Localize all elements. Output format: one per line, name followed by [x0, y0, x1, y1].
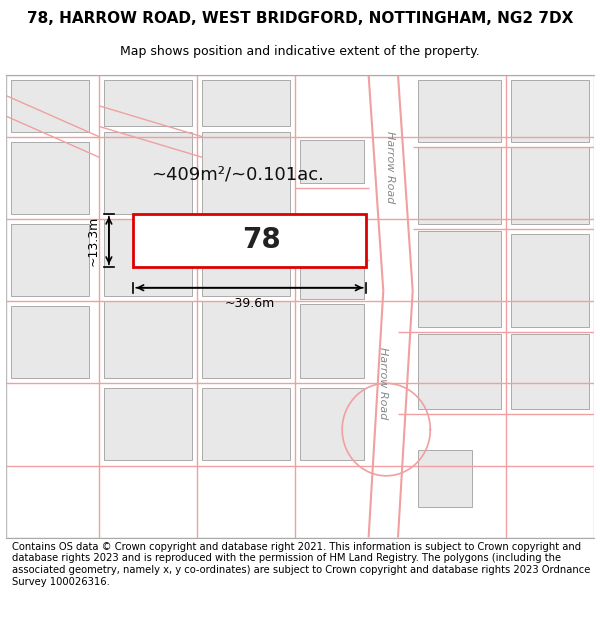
Bar [133, 214, 365, 268]
Bar [104, 131, 192, 214]
Bar [11, 80, 89, 131]
Bar [11, 142, 89, 214]
Bar [418, 147, 501, 224]
Text: ~39.6m: ~39.6m [224, 297, 275, 309]
Bar [202, 131, 290, 214]
Bar [202, 301, 290, 378]
Bar [418, 80, 501, 142]
Bar [11, 306, 89, 378]
Text: 78: 78 [242, 226, 281, 254]
Text: Harrow Road: Harrow Road [385, 131, 395, 204]
Bar [511, 147, 589, 224]
Text: Harrow Road: Harrow Road [379, 347, 388, 419]
Bar [104, 301, 192, 378]
Bar [202, 80, 290, 126]
Bar [300, 389, 364, 461]
Bar [511, 334, 589, 409]
Bar [418, 231, 501, 327]
Bar [511, 80, 589, 142]
Text: 78, HARROW ROAD, WEST BRIDGFORD, NOTTINGHAM, NG2 7DX: 78, HARROW ROAD, WEST BRIDGFORD, NOTTING… [27, 11, 573, 26]
Bar [202, 219, 290, 296]
Text: Map shows position and indicative extent of the property.: Map shows position and indicative extent… [120, 45, 480, 58]
Bar [300, 222, 364, 299]
Text: ~13.3m: ~13.3m [87, 216, 100, 266]
Bar [418, 450, 472, 507]
Bar [104, 219, 192, 296]
Bar [511, 234, 589, 327]
Bar [11, 224, 89, 296]
Bar [202, 389, 290, 461]
Text: Contains OS data © Crown copyright and database right 2021. This information is : Contains OS data © Crown copyright and d… [12, 542, 590, 587]
Bar [300, 304, 364, 378]
Bar [104, 389, 192, 461]
Bar [418, 334, 501, 409]
Bar [300, 140, 364, 183]
Text: ~409m²/~0.101ac.: ~409m²/~0.101ac. [151, 166, 325, 184]
Bar [104, 80, 192, 126]
